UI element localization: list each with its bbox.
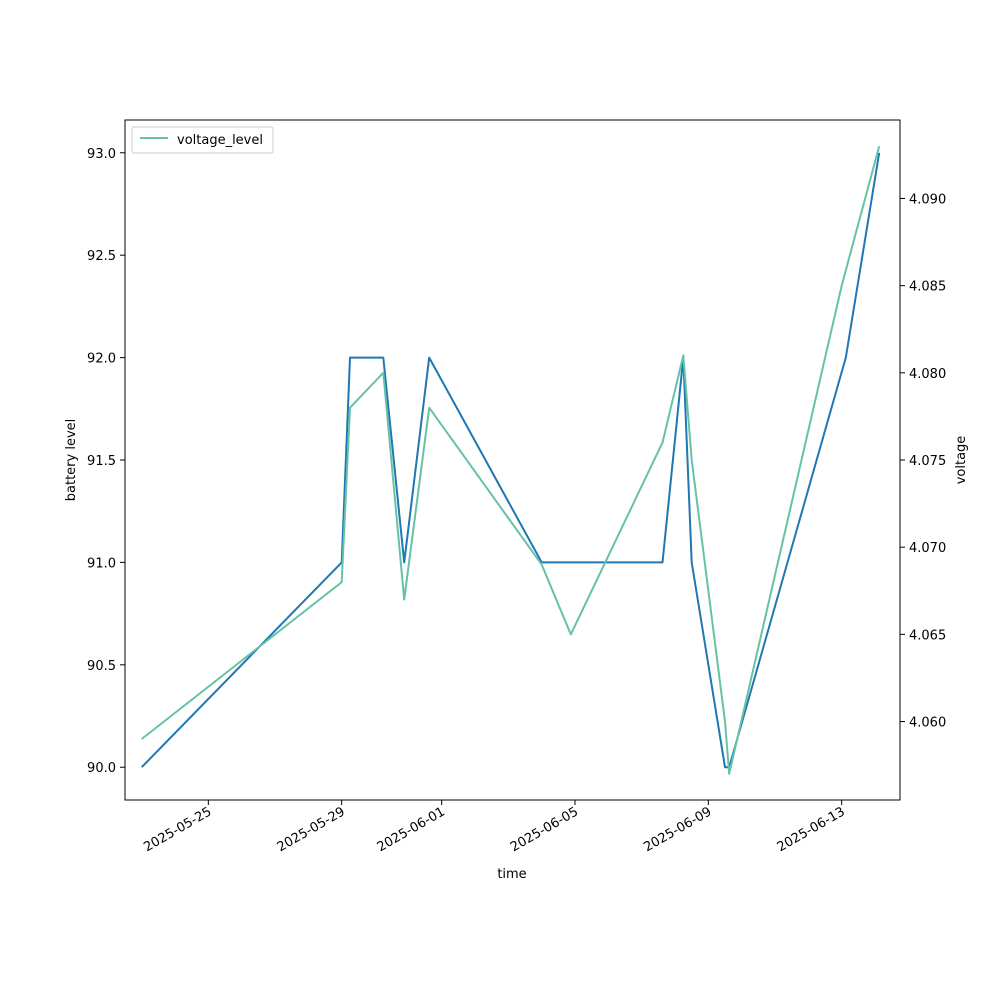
- y-tick-label: 92.5: [87, 249, 116, 264]
- x-axis-label: time: [497, 867, 526, 882]
- series-layer: [140, 145, 881, 775]
- y2-tick-label: 4.065: [909, 628, 946, 643]
- y2-tick-label: 4.075: [909, 454, 946, 469]
- y-axis-label: battery level: [64, 419, 79, 502]
- y-axis-left: 90.0 90.5 91.0 91.5 92.0 92.5 93.0: [87, 147, 125, 776]
- y2-axis-label: voltage: [954, 436, 969, 485]
- legend-box: [131, 126, 274, 154]
- y2-tick-label: 4.085: [909, 280, 946, 295]
- series-line-voltage-level: [141, 145, 881, 775]
- y-tick-label: 92.0: [87, 352, 116, 367]
- y-axis-right: 4.060 4.065 4.070 4.075 4.080 4.085 4.090: [900, 192, 946, 731]
- legend-label-voltage-level: voltage_level: [177, 133, 263, 148]
- y2-tick-label: 4.070: [909, 541, 946, 556]
- y2-tick-label: 4.060: [909, 716, 946, 731]
- y2-tick-label: 4.080: [909, 367, 946, 382]
- y-tick-label: 90.0: [87, 761, 116, 776]
- legend: voltage_level: [131, 126, 274, 154]
- y-tick-label: 93.0: [87, 147, 116, 162]
- y-tick-label: 91.0: [87, 556, 116, 571]
- y-tick-label: 91.5: [87, 454, 116, 469]
- y2-tick-label: 4.090: [909, 192, 946, 207]
- y-tick-label: 90.5: [87, 659, 116, 674]
